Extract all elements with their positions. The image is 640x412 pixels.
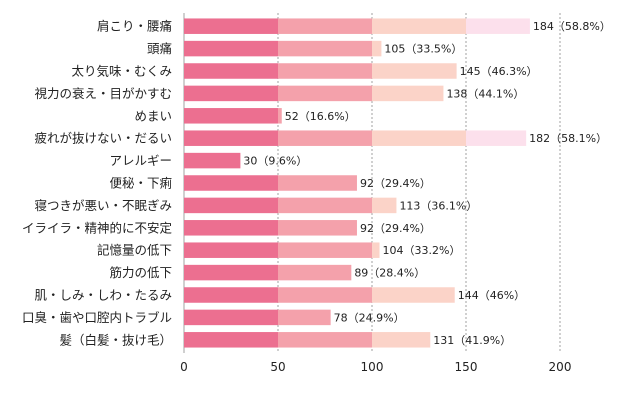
bar-segment [184,220,278,236]
category-label: 寝つきが悪い・不眠ぎみ [34,198,172,213]
bar-segment [372,197,397,214]
bar-segment [184,309,278,326]
bar-segment [372,18,466,34]
bar-14 [184,332,431,348]
bar-1 [184,40,382,57]
data-label: 138（44.1%） [446,87,524,100]
bar-segment [184,152,241,169]
bar-segment [372,85,444,102]
bar-5 [184,130,527,146]
bar-segment [184,242,278,258]
bar-segment [372,130,466,146]
data-label: 105（33.5%） [384,43,462,56]
bar-8 [184,197,397,214]
bar-segment [184,175,278,191]
bar-11 [184,264,352,281]
category-label: 肌・しみ・しわ・たるみ [34,288,172,303]
bar-segment [278,85,372,102]
bar-segment [372,63,457,79]
bar-7 [184,175,357,191]
bar-segment [372,287,455,303]
category-label: めまい [134,108,172,123]
data-label: 78（24.9%） [334,311,405,324]
bar-segment [184,197,278,214]
bar-segment [184,332,278,348]
category-label: 肩こり・腰痛 [97,19,172,34]
x-tick-label: 0 [180,360,188,374]
bar-segment [466,130,527,146]
bar-9 [184,220,357,236]
data-labels: 184（58.8%） 105（33.5%） 145（46.3%） 138（44.1%）… [243,20,610,347]
bar-segment [278,242,372,258]
bar-segment [184,130,278,146]
bar-segment [278,220,357,236]
bar-segment [278,264,352,281]
data-label: 184（58.8%） [533,20,611,33]
data-label: 30（9.6%） [243,155,307,168]
bar-segment [184,287,278,303]
data-label: 144（46%） [458,289,525,302]
bar-segment [184,63,278,79]
bar-segment [466,18,530,34]
category-label: イライラ・精神的に不安定 [22,220,172,235]
data-label: 131（41.9%） [433,334,511,347]
bar-segment [278,130,372,146]
data-label: 52（16.6%） [285,110,356,123]
bar-segment [184,40,278,57]
bar-segment [278,332,372,348]
bar-segment [184,18,278,34]
bar-6 [184,152,241,169]
bar-3 [184,85,444,102]
bar-segment [372,242,380,258]
x-tick-label: 100 [361,360,384,374]
bars [184,18,530,348]
category-label: 頭痛 [147,41,172,56]
bar-12 [184,287,455,303]
category-label: 便秘・下痢 [109,176,172,191]
category-label: 記憶量の低下 [97,243,172,258]
category-label: 口臭・歯や口腔内トラブル [22,310,172,325]
bar-segment [278,40,372,57]
category-label: 筋力の低下 [109,265,172,280]
bar-segment [278,108,282,124]
data-label: 89（28.4%） [354,267,425,280]
bar-segment [278,197,372,214]
category-labels: 肩こり・腰痛頭痛太り気味・むくみ視力の衰え・目がかすむめまい疲れが抜けない・だる… [22,19,172,348]
bar-0 [184,18,530,34]
bar-10 [184,242,380,258]
bar-4 [184,108,282,124]
x-tick-label: 50 [270,360,285,374]
bar-segment [278,175,357,191]
bar-segment [278,287,372,303]
bar-2 [184,63,457,79]
bar-segment [278,18,372,34]
x-tick-label: 200 [549,360,572,374]
bar-segment [278,63,372,79]
bar-segment [184,108,278,124]
data-label: 92（29.4%） [360,177,431,190]
x-axis-ticks: 0 50 100 150 200 [180,360,571,374]
category-label: 太り気味・むくみ [71,64,172,79]
bar-segment [372,40,382,57]
data-label: 104（33.2%） [383,244,461,257]
category-label: 疲れが抜けない・だるい [34,131,172,146]
bar-segment [184,85,278,102]
data-label: 113（36.1%） [399,199,477,212]
category-label: 視力の衰え・目がかすむ [34,86,172,101]
bar-segment [372,332,431,348]
data-label: 145（46.3%） [460,65,538,78]
category-label: 髪（白髪・抜け毛） [59,332,172,347]
category-label: アレルギー [109,153,172,168]
bar-segment [278,309,331,326]
bar-segment [184,264,278,281]
bar-13 [184,309,331,326]
data-label: 92（29.4%） [360,222,431,235]
data-label: 182（58.1%） [529,132,607,145]
x-tick-label: 150 [455,360,478,374]
